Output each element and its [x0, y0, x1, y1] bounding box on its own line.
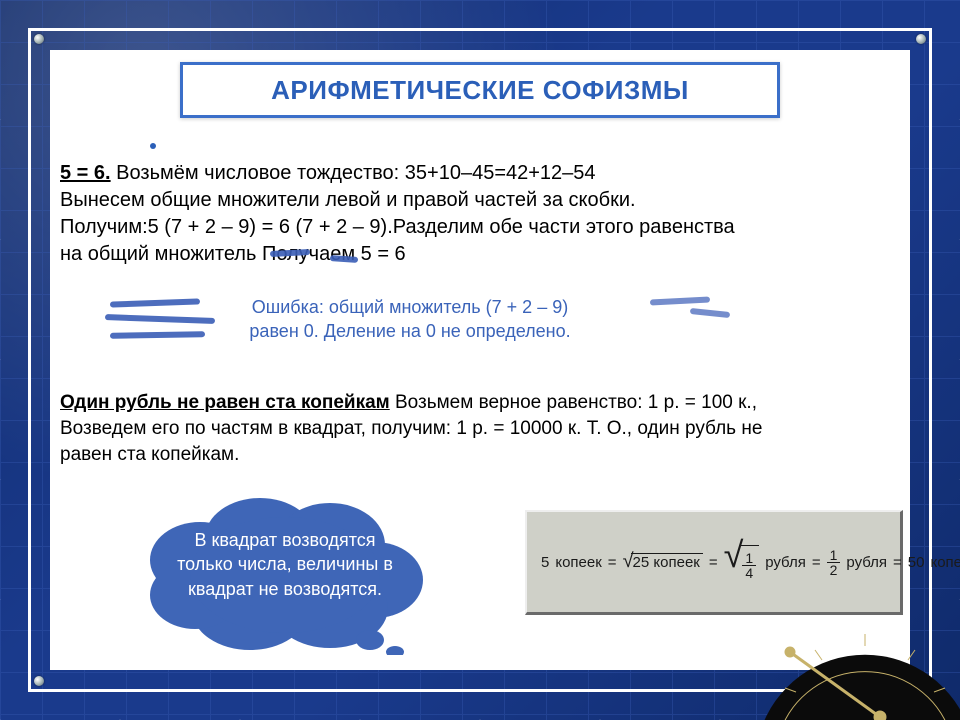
formula-unit-kopeek: копеек [555, 554, 601, 571]
cloud-callout: В квадрат возводятся только числа, велич… [130, 490, 440, 655]
equals-icon: = [893, 554, 902, 571]
section1-lead: 5 = 6. [60, 162, 111, 184]
section1-line1: Возьмём числовое тождество: 35+10–45=42+… [111, 162, 596, 184]
slide-root: АРИФМЕТИЧЕСКИЕ СОФИЗМЫ 5 = 6. Возьмём чи… [0, 0, 960, 720]
section2-line2: Возведем его по частям в квадрат, получи… [60, 418, 762, 439]
scribble-icon [650, 296, 710, 305]
cloud-line2: только числа, величины в [177, 554, 393, 574]
sqrt-icon: √ 25 копеек [623, 553, 703, 571]
bullet-dot-icon [150, 143, 156, 149]
note1-line1: Ошибка: общий множитель (7 + 2 – 9) [252, 297, 568, 317]
note-division-by-zero: Ошибка: общий множитель (7 + 2 – 9) раве… [230, 295, 590, 344]
screw-icon [916, 34, 926, 44]
note1-line2: равен 0. Деление на 0 не определено. [249, 321, 570, 341]
formula-unit-rublya: рубля [846, 554, 887, 571]
formula-expression: 5 копеек = √ 25 копеек = √ 1 4 [527, 545, 960, 580]
equals-icon: = [709, 554, 718, 571]
formula-rhs: 50 [908, 554, 925, 571]
cloud-line3: квадрат не возводятся. [188, 579, 382, 599]
formula-panel: 5 копеек = √ 25 копеек = √ 1 4 [525, 510, 903, 615]
frac2-den: 2 [827, 563, 841, 577]
formula-unit-kopeek: копеек [930, 554, 960, 571]
scribble-icon [105, 314, 215, 324]
fraction-icon: 1 4 [742, 551, 756, 580]
frac1-den: 4 [742, 566, 756, 580]
content-panel: АРИФМЕТИЧЕСКИЕ СОФИЗМЫ 5 = 6. Возьмём чи… [50, 50, 910, 670]
section1-line3: Получим:5 (7 + 2 – 9) = 6 (7 + 2 – 9).Ра… [60, 216, 735, 238]
fraction-icon: 1 2 [827, 548, 841, 577]
formula-unit-kopeek: копеек [653, 554, 699, 571]
scribble-icon [110, 331, 205, 339]
page-title: АРИФМЕТИЧЕСКИЕ СОФИЗМЫ [271, 75, 689, 106]
cloud-line1: В квадрат возводятся [194, 530, 375, 550]
title-box: АРИФМЕТИЧЕСКИЕ СОФИЗМЫ [180, 62, 780, 118]
section-5-equals-6: 5 = 6. Возьмём числовое тождество: 35+10… [60, 160, 900, 268]
protractor-icon [760, 622, 960, 720]
scribble-icon [110, 298, 200, 307]
cloud-text: В квадрат возводятся только числа, велич… [160, 528, 410, 601]
section2-line1: Возьмем верное равенство: 1 р. = 100 к., [390, 392, 757, 413]
screw-icon [34, 676, 44, 686]
formula-lhs: 5 [541, 554, 549, 571]
formula-sqrt-val: 25 [633, 554, 650, 571]
section1-line2: Вынесем общие множители левой и правой ч… [60, 189, 636, 211]
section-ruble-kopeck: Один рубль не равен ста копейкам Возьмем… [60, 390, 900, 469]
formula-unit-rublya: рубля [765, 554, 806, 571]
equals-icon: = [608, 554, 617, 571]
scribble-icon [690, 308, 730, 318]
section2-line3: равен ста копейкам. [60, 444, 239, 465]
frac1-num: 1 [742, 551, 756, 566]
sqrt-icon: √ 1 4 [724, 545, 760, 580]
equals-icon: = [812, 554, 821, 571]
section2-lead: Один рубль не равен ста копейкам [60, 392, 390, 413]
screw-icon [34, 34, 44, 44]
frac2-num: 1 [827, 548, 841, 563]
